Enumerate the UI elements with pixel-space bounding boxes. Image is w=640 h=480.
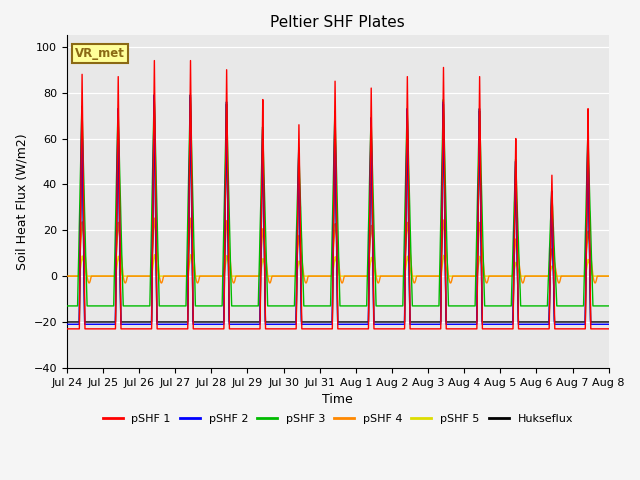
Text: VR_met: VR_met (75, 47, 125, 60)
Y-axis label: Soil Heat Flux (W/m2): Soil Heat Flux (W/m2) (15, 133, 28, 270)
Title: Peltier SHF Plates: Peltier SHF Plates (270, 15, 405, 30)
X-axis label: Time: Time (323, 393, 353, 406)
Legend: pSHF 1, pSHF 2, pSHF 3, pSHF 4, pSHF 5, Hukseflux: pSHF 1, pSHF 2, pSHF 3, pSHF 4, pSHF 5, … (98, 410, 577, 429)
